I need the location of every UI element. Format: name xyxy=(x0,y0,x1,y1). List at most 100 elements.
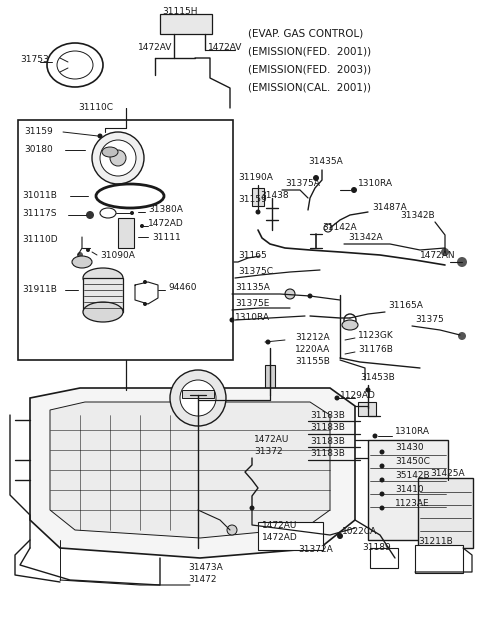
Text: 31375A: 31375A xyxy=(285,179,320,188)
Bar xyxy=(358,402,376,416)
Bar xyxy=(265,365,275,390)
Text: 31110D: 31110D xyxy=(22,235,58,244)
Text: 1310RA: 1310RA xyxy=(395,427,430,436)
Circle shape xyxy=(170,370,226,426)
Ellipse shape xyxy=(83,268,123,288)
Circle shape xyxy=(380,464,384,469)
Text: 1310RA: 1310RA xyxy=(235,314,270,322)
Ellipse shape xyxy=(96,184,164,208)
Circle shape xyxy=(265,340,271,345)
Text: 31212A: 31212A xyxy=(295,333,330,343)
Text: 31438: 31438 xyxy=(260,191,288,200)
Text: 31110C: 31110C xyxy=(78,104,113,113)
Circle shape xyxy=(86,211,94,219)
Text: 31115H: 31115H xyxy=(162,6,197,15)
Circle shape xyxy=(180,380,216,416)
Text: 1129AD: 1129AD xyxy=(340,391,376,399)
Bar xyxy=(415,545,463,573)
Text: 30180: 30180 xyxy=(24,146,53,155)
Text: 1472AV: 1472AV xyxy=(138,43,172,53)
Text: 31487A: 31487A xyxy=(372,204,407,212)
Text: 1123GK: 1123GK xyxy=(358,331,394,340)
Text: 31111: 31111 xyxy=(152,233,181,242)
Ellipse shape xyxy=(102,147,118,157)
Circle shape xyxy=(255,209,261,214)
Circle shape xyxy=(227,525,237,535)
Bar xyxy=(258,522,323,550)
Text: 31183B: 31183B xyxy=(310,450,345,459)
Ellipse shape xyxy=(83,302,123,322)
Text: 31211B: 31211B xyxy=(418,537,453,546)
Text: 31410: 31410 xyxy=(395,485,424,495)
Text: 1472AN: 1472AN xyxy=(420,251,456,259)
Bar xyxy=(18,120,233,360)
Text: 31375C: 31375C xyxy=(238,268,273,277)
Text: (EMISSION(FED.  2001)): (EMISSION(FED. 2001)) xyxy=(248,46,371,56)
Text: 31425A: 31425A xyxy=(430,469,465,478)
Circle shape xyxy=(458,332,466,340)
Text: 1123AE: 1123AE xyxy=(395,499,430,509)
Ellipse shape xyxy=(72,256,92,268)
Circle shape xyxy=(308,293,312,298)
Polygon shape xyxy=(50,402,330,538)
Text: 1220AA: 1220AA xyxy=(295,345,330,354)
Text: 1472AV: 1472AV xyxy=(208,43,242,53)
Bar xyxy=(118,218,134,248)
Bar xyxy=(418,478,473,548)
Text: 1472AU: 1472AU xyxy=(254,436,289,445)
Ellipse shape xyxy=(47,43,103,87)
Circle shape xyxy=(143,280,147,284)
Bar xyxy=(160,14,212,34)
Text: 31380A: 31380A xyxy=(148,205,183,214)
Polygon shape xyxy=(30,388,355,558)
Text: (EMISSION(CAL.  2001)): (EMISSION(CAL. 2001)) xyxy=(248,82,371,92)
Circle shape xyxy=(130,211,134,215)
Bar xyxy=(370,548,398,568)
Text: 1310RA: 1310RA xyxy=(358,179,393,188)
Text: 1022CA: 1022CA xyxy=(342,527,377,537)
Ellipse shape xyxy=(57,51,93,79)
Circle shape xyxy=(110,150,126,166)
Ellipse shape xyxy=(342,320,358,330)
Circle shape xyxy=(365,387,371,392)
Text: 31342B: 31342B xyxy=(400,211,434,219)
Circle shape xyxy=(86,248,90,252)
Text: 31342A: 31342A xyxy=(348,233,383,242)
Text: 31165: 31165 xyxy=(238,251,267,259)
Text: 31753: 31753 xyxy=(20,55,49,64)
Text: 31159: 31159 xyxy=(238,195,267,205)
Circle shape xyxy=(380,450,384,455)
Text: 31117S: 31117S xyxy=(22,209,57,219)
Circle shape xyxy=(335,396,339,401)
Text: 31911B: 31911B xyxy=(22,286,57,294)
Text: 31450C: 31450C xyxy=(395,457,430,466)
Bar xyxy=(368,440,448,540)
Text: (EMISSION(FED.  2003)): (EMISSION(FED. 2003)) xyxy=(248,64,371,74)
Circle shape xyxy=(97,134,103,139)
Text: 31142A: 31142A xyxy=(322,223,357,233)
Circle shape xyxy=(100,140,136,176)
Text: 1472AD: 1472AD xyxy=(148,219,184,228)
Text: 31159: 31159 xyxy=(24,127,53,137)
Text: 1472AD: 1472AD xyxy=(262,534,298,543)
Text: 1472AU: 1472AU xyxy=(262,522,298,530)
Circle shape xyxy=(140,224,144,228)
Text: 31190A: 31190A xyxy=(238,174,273,183)
Text: 31375: 31375 xyxy=(415,315,444,324)
Text: 31155B: 31155B xyxy=(295,357,330,366)
Text: 31472: 31472 xyxy=(188,576,216,584)
Text: 31435A: 31435A xyxy=(308,158,343,167)
Text: 31375E: 31375E xyxy=(235,300,269,308)
Bar xyxy=(252,188,264,206)
Circle shape xyxy=(441,248,449,256)
Text: 94460: 94460 xyxy=(168,284,196,293)
Text: 31372: 31372 xyxy=(254,448,283,457)
Circle shape xyxy=(229,317,235,322)
Circle shape xyxy=(380,506,384,511)
Circle shape xyxy=(344,314,356,326)
Text: 31473A: 31473A xyxy=(188,563,223,572)
Text: 31165A: 31165A xyxy=(388,300,423,310)
Text: 35142B: 35142B xyxy=(395,471,430,481)
Circle shape xyxy=(351,187,357,193)
Circle shape xyxy=(457,257,467,267)
